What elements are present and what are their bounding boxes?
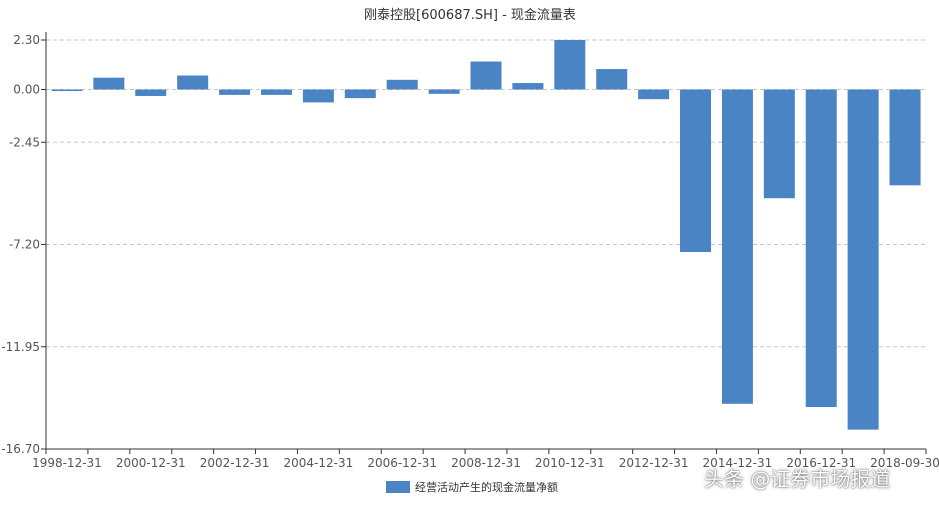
bar[interactable] [344, 89, 376, 99]
bar[interactable] [763, 89, 795, 199]
y-tick-label: -16.70 [1, 442, 40, 456]
y-axis-ticks: 2.30 0.00 -2.45 -7.20 -11.95 -16.70 [1, 33, 46, 456]
y-tick-label: -7.20 [9, 238, 40, 252]
bar[interactable] [135, 89, 167, 96]
x-tick-label: 1998-12-31 [32, 456, 102, 470]
bar[interactable] [470, 61, 502, 90]
x-tick-label: 2018-09-30 [870, 456, 939, 470]
x-tick-label: 2000-12-31 [116, 456, 186, 470]
chart-title: 刚泰控股[600687.SH] - 现金流量表 [364, 7, 576, 23]
bar[interactable] [805, 89, 837, 408]
bar[interactable] [386, 79, 418, 90]
bar[interactable] [177, 75, 209, 90]
bar[interactable] [596, 69, 628, 90]
x-tick-label: 2014-12-31 [703, 456, 773, 470]
bar[interactable] [302, 89, 334, 103]
x-tick-label: 2016-12-31 [786, 456, 856, 470]
legend[interactable]: 经营活动产生的现金流量净额 [386, 480, 558, 494]
bar[interactable] [219, 89, 251, 95]
x-tick-label: 2008-12-31 [451, 456, 521, 470]
legend-label[interactable]: 经营活动产生的现金流量净额 [415, 480, 558, 494]
y-tick-label: -2.45 [9, 135, 40, 149]
bars [51, 40, 921, 430]
bar[interactable] [93, 77, 125, 90]
watermark: 头条 @证券市场报道 [704, 467, 891, 491]
x-tick-label: 2004-12-31 [284, 456, 354, 470]
y-tick-label: 0.00 [13, 83, 40, 97]
bar[interactable] [554, 40, 586, 90]
bar[interactable] [638, 89, 670, 100]
y-tick-label: -11.95 [1, 340, 40, 354]
bar[interactable] [847, 89, 879, 430]
x-tick-label: 2012-12-31 [619, 456, 689, 470]
bar[interactable] [721, 89, 753, 404]
y-tick-label: 2.30 [13, 33, 40, 47]
x-tick-label: 2002-12-31 [200, 456, 270, 470]
bar[interactable] [680, 89, 712, 253]
bar[interactable] [260, 89, 292, 95]
x-tick-label: 2010-12-31 [535, 456, 605, 470]
bar[interactable] [889, 89, 921, 186]
x-tick-label: 2006-12-31 [367, 456, 437, 470]
bar[interactable] [428, 89, 460, 94]
x-axis-ticks: 1998-12-31 2000-12-31 2002-12-31 2004-12-31… [32, 449, 939, 470]
axes [45, 32, 926, 450]
legend-swatch[interactable] [386, 481, 410, 493]
bar[interactable] [51, 89, 83, 92]
bar[interactable] [512, 83, 544, 90]
